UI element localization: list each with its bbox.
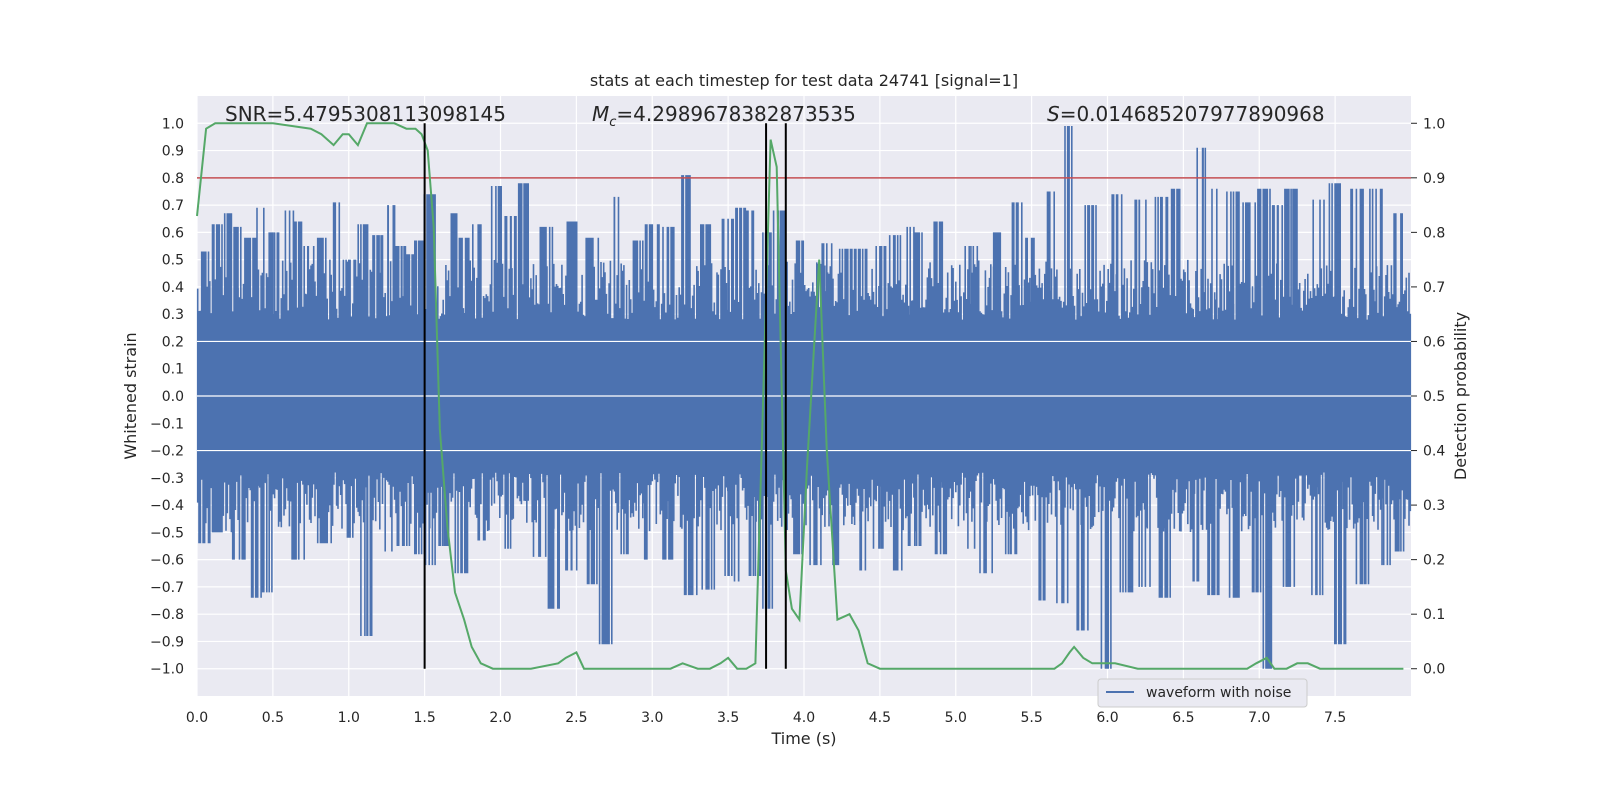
s-annotation: S=0.014685207977890968	[1047, 102, 1325, 126]
legend-box	[1097, 678, 1308, 708]
chart-title: stats at each timestep for test data 247…	[590, 71, 1018, 90]
y-tick-label-left: 0.6	[162, 225, 184, 241]
x-tick-label: 6.5	[1172, 710, 1194, 726]
chirp-mass-subscript: c	[609, 115, 616, 130]
y-tick-label-right: 0.3	[1423, 498, 1445, 514]
waveform-series	[196, 126, 1412, 669]
legend-label: waveform with noise	[1146, 685, 1291, 701]
y-tick-label-left: −0.8	[150, 607, 184, 623]
y-tick-label-left: 0.7	[162, 198, 184, 214]
x-tick-label: 7.5	[1324, 710, 1346, 726]
probability-series	[196, 122, 1404, 670]
x-tick-label: 3.0	[641, 710, 663, 726]
y-tick-label-left: −0.1	[150, 416, 184, 432]
y-tick-label-left: −0.2	[150, 444, 184, 460]
y-tick-label-left: 0.1	[162, 362, 184, 378]
y-tick-label-left: 0.3	[162, 307, 184, 323]
y-tick-label-left: −1.0	[150, 662, 184, 678]
vertical-markers	[423, 123, 787, 669]
y-tick-label-left: −0.9	[150, 634, 184, 650]
x-tick-label: 2.0	[489, 710, 511, 726]
chirp-mass-value: =4.2989678382873535	[616, 102, 855, 126]
y-tick-label-left: −0.3	[150, 471, 184, 487]
y-tick-label-right: 0.7	[1423, 280, 1445, 296]
y-tick-label-right: 0.0	[1423, 662, 1445, 678]
y-tick-label-left: 0.8	[162, 171, 184, 187]
y-tick-label-right: 0.1	[1423, 607, 1445, 623]
x-tick-label: 4.0	[793, 710, 815, 726]
legend: waveform with noise	[1097, 678, 1308, 708]
y-tick-label-left: 0.9	[162, 144, 184, 160]
y-tick-label-left: −0.7	[150, 580, 184, 596]
tick-labels: 0.0 0.5 1.0 1.5 2.0 2.5 3.0 3.5 4.0 4.5 5.0 5.5 6.0 6…	[150, 116, 1445, 726]
s-symbol: S	[1047, 102, 1060, 126]
y-tick-label-left: −0.4	[150, 498, 184, 514]
probability-line	[196, 122, 1404, 670]
y-tick-label-right: 0.2	[1423, 553, 1445, 569]
x-tick-label: 7.0	[1248, 710, 1270, 726]
y-axis-label-right: Detection probability	[1451, 312, 1470, 480]
x-tick-label: 0.0	[186, 710, 208, 726]
x-tick-label: 0.5	[262, 710, 284, 726]
x-tick-label: 1.0	[338, 710, 360, 726]
x-tick-label: 1.5	[413, 710, 435, 726]
y-tick-label-right: 0.5	[1423, 389, 1445, 405]
x-tick-label: 5.5	[1020, 710, 1042, 726]
x-axis-label: Time (s)	[770, 729, 836, 748]
y-tick-label-left: 0.5	[162, 253, 184, 269]
y-tick-label-right: 0.6	[1423, 334, 1445, 350]
y-tick-label-right: 0.9	[1423, 171, 1445, 187]
y-axis-label-left: Whitened strain	[121, 332, 140, 459]
x-tick-label: 3.5	[717, 710, 739, 726]
y-tick-label-left: 0.4	[162, 280, 184, 296]
y-tick-label-left: −0.6	[150, 553, 184, 569]
y-tick-label-right: 0.8	[1423, 225, 1445, 241]
y-tick-label-left: 0.0	[162, 389, 184, 405]
chirp-mass-annotation: Mc=4.2989678382873535	[592, 102, 856, 130]
y-tick-label-right: 0.4	[1423, 444, 1445, 460]
s-value: =0.014685207977890968	[1060, 102, 1325, 126]
y-tick-label-left: 1.0	[162, 116, 184, 132]
y-tick-label-right: 1.0	[1423, 116, 1445, 132]
snr-annotation: SNR=5.4795308113098145	[225, 102, 506, 126]
y-tick-label-left: 0.2	[162, 334, 184, 350]
x-tick-label: 2.5	[565, 710, 587, 726]
y-tick-label-left: −0.5	[150, 525, 184, 541]
x-tick-label: 6.0	[1096, 710, 1118, 726]
x-tick-label: 5.0	[945, 710, 967, 726]
chirp-mass-symbol: M	[592, 102, 609, 126]
x-tick-label: 4.5	[869, 710, 891, 726]
